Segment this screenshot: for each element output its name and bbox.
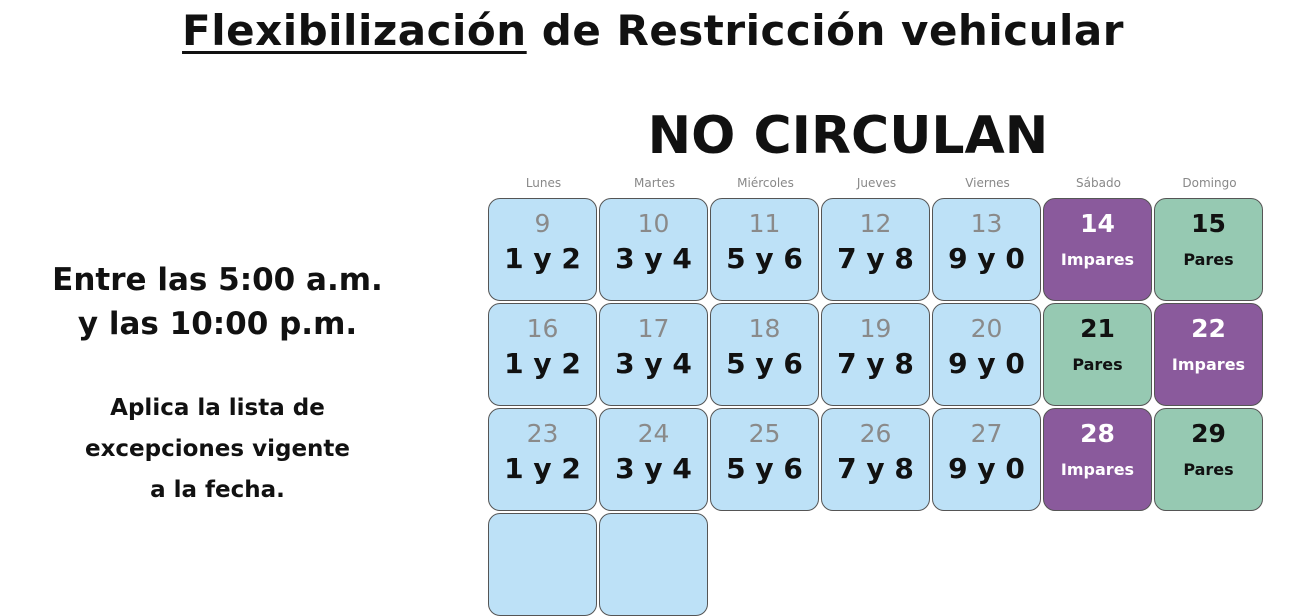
calendar-day-cell: 10 3 y 4 [599,198,708,301]
restricted-plates: Impares [1060,460,1135,479]
calendar-day-cell: 9 1 y 2 [488,198,597,301]
day-number: 19 [859,314,892,343]
calendar-day-cell: 24 3 y 4 [599,408,708,511]
calendar-day-cell: 12 7 y 8 [821,198,930,301]
day-number: 28 [1080,419,1115,448]
calendar-heading: NO CIRCULAN [647,106,1049,166]
hours-line: y las 10:00 p.m. [77,306,358,342]
restricted-plates: Pares [1183,460,1234,479]
calendar-day-cell: 19 7 y 8 [821,303,930,406]
day-name: Martes [634,176,675,190]
day-name: Viernes [965,176,1010,190]
note-line: Aplica la lista de [110,395,325,421]
day-number: 23 [526,419,559,448]
calendar-day-cell: 26 7 y 8 [821,408,930,511]
calendar-day-cell: 20 9 y 0 [932,303,1041,406]
restricted-plates: 5 y 6 [726,347,803,380]
calendar-day-cell: 17 3 y 4 [599,303,708,406]
restricted-plates: Pares [1183,250,1234,269]
day-number: 9 [534,209,551,238]
day-number: 24 [637,419,670,448]
calendar-day-cell [599,513,708,616]
day-number: 20 [970,314,1003,343]
day-number: 25 [748,419,781,448]
calendar-day-cell: 13 9 y 0 [932,198,1041,301]
restricted-plates: 7 y 8 [837,347,914,380]
restricted-plates: Impares [1171,355,1246,374]
restricted-plates: 7 y 8 [837,452,914,485]
day-number: 22 [1191,314,1226,343]
calendar-day-cell: 22 Impares [1154,303,1263,406]
calendar-day-cell: 14 Impares [1043,198,1152,301]
restricted-plates: Pares [1072,355,1123,374]
day-number: 13 [970,209,1003,238]
calendar-day-cell: 15 Pares [1154,198,1263,301]
day-name: Domingo [1182,176,1237,190]
restricted-plates: 3 y 4 [615,347,692,380]
day-number: 15 [1191,209,1226,238]
day-number: 10 [637,209,670,238]
restricted-plates: 7 y 8 [837,242,914,275]
note-line: excepciones vigente [84,436,351,462]
day-name: Jueves [856,176,897,190]
day-number: 27 [970,419,1003,448]
exceptions-note: Aplica la lista de excepciones vigente a… [0,388,435,511]
restricted-plates: 9 y 0 [948,452,1025,485]
calendar-day-cell: 25 5 y 6 [710,408,819,511]
restricted-plates: 5 y 6 [726,452,803,485]
calendar-grid: 9 1 y 2 10 3 y 4 11 5 y 6 12 7 y 8 13 9 y 0 14 Impa… [488,198,1263,616]
day-name: Sábado [1076,176,1121,190]
hours-text: Entre las 5:00 a.m. y las 10:00 p.m. [0,258,435,346]
day-name: Miércoles [737,176,794,190]
restricted-plates: 9 y 0 [948,347,1025,380]
day-name: Lunes [525,176,562,190]
title-rest: de Restricción vehicular [526,6,1124,55]
calendar-day-cell: 28 Impares [1043,408,1152,511]
day-number: 18 [748,314,781,343]
calendar-day-cell: 11 5 y 6 [710,198,819,301]
day-number: 26 [859,419,892,448]
restricted-plates: 5 y 6 [726,242,803,275]
calendar-day-cell: 29 Pares [1154,408,1263,511]
note-line: a la fecha. [150,477,285,503]
restricted-plates: 1 y 2 [504,452,581,485]
calendar-day-cell [488,513,597,616]
calendar-day-cell: 16 1 y 2 [488,303,597,406]
weekday-header: Lunes Martes Miércoles Jueves Viernes Sábado D… [488,176,1265,190]
day-number: 17 [637,314,670,343]
restricted-plates: Impares [1060,250,1135,269]
restricted-plates: 1 y 2 [504,347,581,380]
day-number: 21 [1080,314,1115,343]
day-number: 14 [1080,209,1115,238]
day-number: 16 [526,314,559,343]
page-title: Flexibilización de Restricción vehicular [0,6,1306,55]
calendar-day-cell: 27 9 y 0 [932,408,1041,511]
day-number: 12 [859,209,892,238]
calendar-day-cell: 23 1 y 2 [488,408,597,511]
day-number: 29 [1191,419,1226,448]
restricted-plates: 3 y 4 [615,242,692,275]
restricted-plates: 3 y 4 [615,452,692,485]
title-underlined: Flexibilización [182,6,527,55]
restricted-plates: 9 y 0 [948,242,1025,275]
day-number: 11 [748,209,781,238]
hours-line: Entre las 5:00 a.m. [52,262,383,298]
calendar-day-cell: 18 5 y 6 [710,303,819,406]
restricted-plates: 1 y 2 [504,242,581,275]
calendar-day-cell: 21 Pares [1043,303,1152,406]
